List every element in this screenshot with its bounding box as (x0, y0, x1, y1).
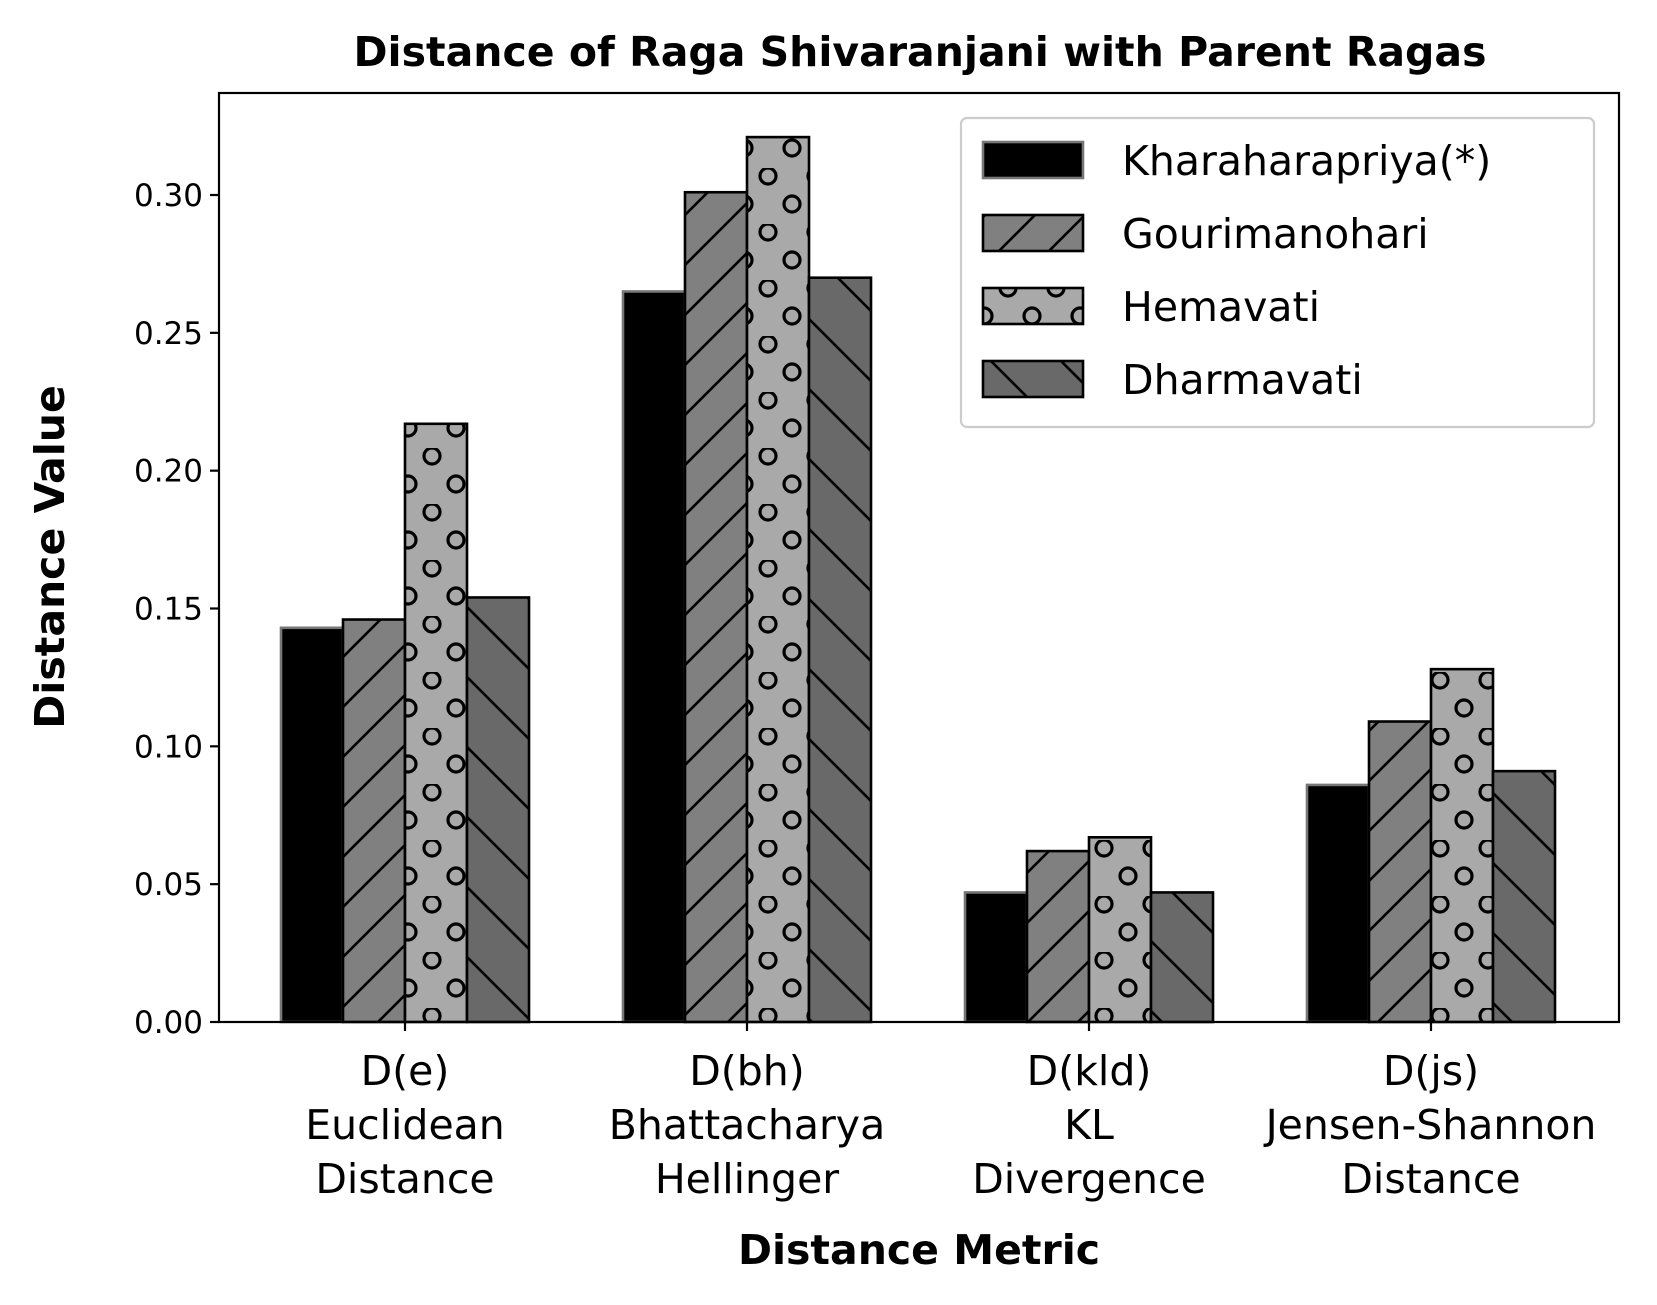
legend-label: Hemavati (1122, 283, 1320, 331)
bar-dharmavati-3 (1491, 769, 1557, 1024)
x-axis-title: Distance Metric (738, 1226, 1100, 1274)
bar-gourimanohari-0 (341, 618, 407, 1024)
bars-group (279, 135, 1557, 1024)
bar-dharmavati-2 (1149, 891, 1215, 1024)
legend-label: Dharmavati (1122, 356, 1363, 404)
legend-label: Kharaharapriya(*) (1122, 137, 1491, 185)
bar-kharaharapriya-2 (963, 891, 1029, 1024)
bar-hemavati-1 (745, 135, 811, 1024)
bar-gourimanohari-3 (1367, 720, 1433, 1024)
bar-dharmavati-1 (807, 276, 873, 1024)
bar-dharmavati-0 (465, 596, 531, 1024)
bar-kharaharapriya-1 (621, 290, 687, 1024)
y-axis: 0.00 0.05 0.10 0.15 0.20 0.25 0.30 (134, 178, 219, 1041)
x-tick-label: D(js) (1383, 1047, 1479, 1095)
legend-frame (959, 116, 1596, 429)
bar-kharaharapriya-0 (279, 626, 345, 1024)
x-tick-label: Distance (1341, 1155, 1520, 1203)
legend: Kharaharapriya(*) Gourimanohari Hemavati Dh… (959, 116, 1596, 429)
bar-kharaharapriya-3 (1305, 783, 1371, 1024)
bar-hemavati-3 (1429, 667, 1495, 1024)
x-tick-label: D(bh) (689, 1047, 805, 1095)
y-tick-label: 0.30 (134, 178, 203, 214)
x-tick-label: Jensen-Shannon (1263, 1101, 1597, 1149)
bar-hemavati-0 (403, 422, 469, 1024)
y-tick-label: 0.10 (134, 729, 203, 765)
legend-swatch (981, 359, 1085, 399)
bar-hemavati-2 (1087, 836, 1153, 1024)
x-tick-label: Hellinger (655, 1155, 839, 1203)
bar-gourimanohari-2 (1025, 849, 1091, 1024)
legend-label: Gourimanohari (1122, 210, 1429, 258)
x-tick-label: D(kld) (1027, 1047, 1152, 1095)
x-tick-label: Divergence (972, 1155, 1206, 1203)
x-tick-label: KL (1064, 1101, 1114, 1149)
y-tick-label: 0.05 (134, 867, 203, 903)
legend-swatch (981, 213, 1085, 253)
y-tick-label: 0.25 (134, 316, 203, 352)
x-tick-label: Distance (315, 1155, 494, 1203)
y-tick-label: 0.20 (134, 454, 203, 490)
y-tick-label: 0.15 (134, 591, 203, 627)
x-tick-label: D(e) (361, 1047, 450, 1095)
legend-swatch (981, 140, 1085, 180)
y-tick-label: 0.00 (134, 1005, 203, 1041)
bar-gourimanohari-1 (683, 190, 749, 1024)
x-axis: D(e) Euclidean Distance D(bh) Bhattacharya He… (305, 1022, 1596, 1203)
y-axis-title: Distance Value (26, 385, 74, 729)
x-tick-label: Bhattacharya (609, 1101, 885, 1149)
plot-frame (217, 91, 1621, 1024)
x-tick-label: Euclidean (305, 1101, 505, 1149)
chart-title: Distance of Raga Shivaranjani with Paren… (354, 28, 1487, 76)
legend-swatch (981, 286, 1085, 326)
